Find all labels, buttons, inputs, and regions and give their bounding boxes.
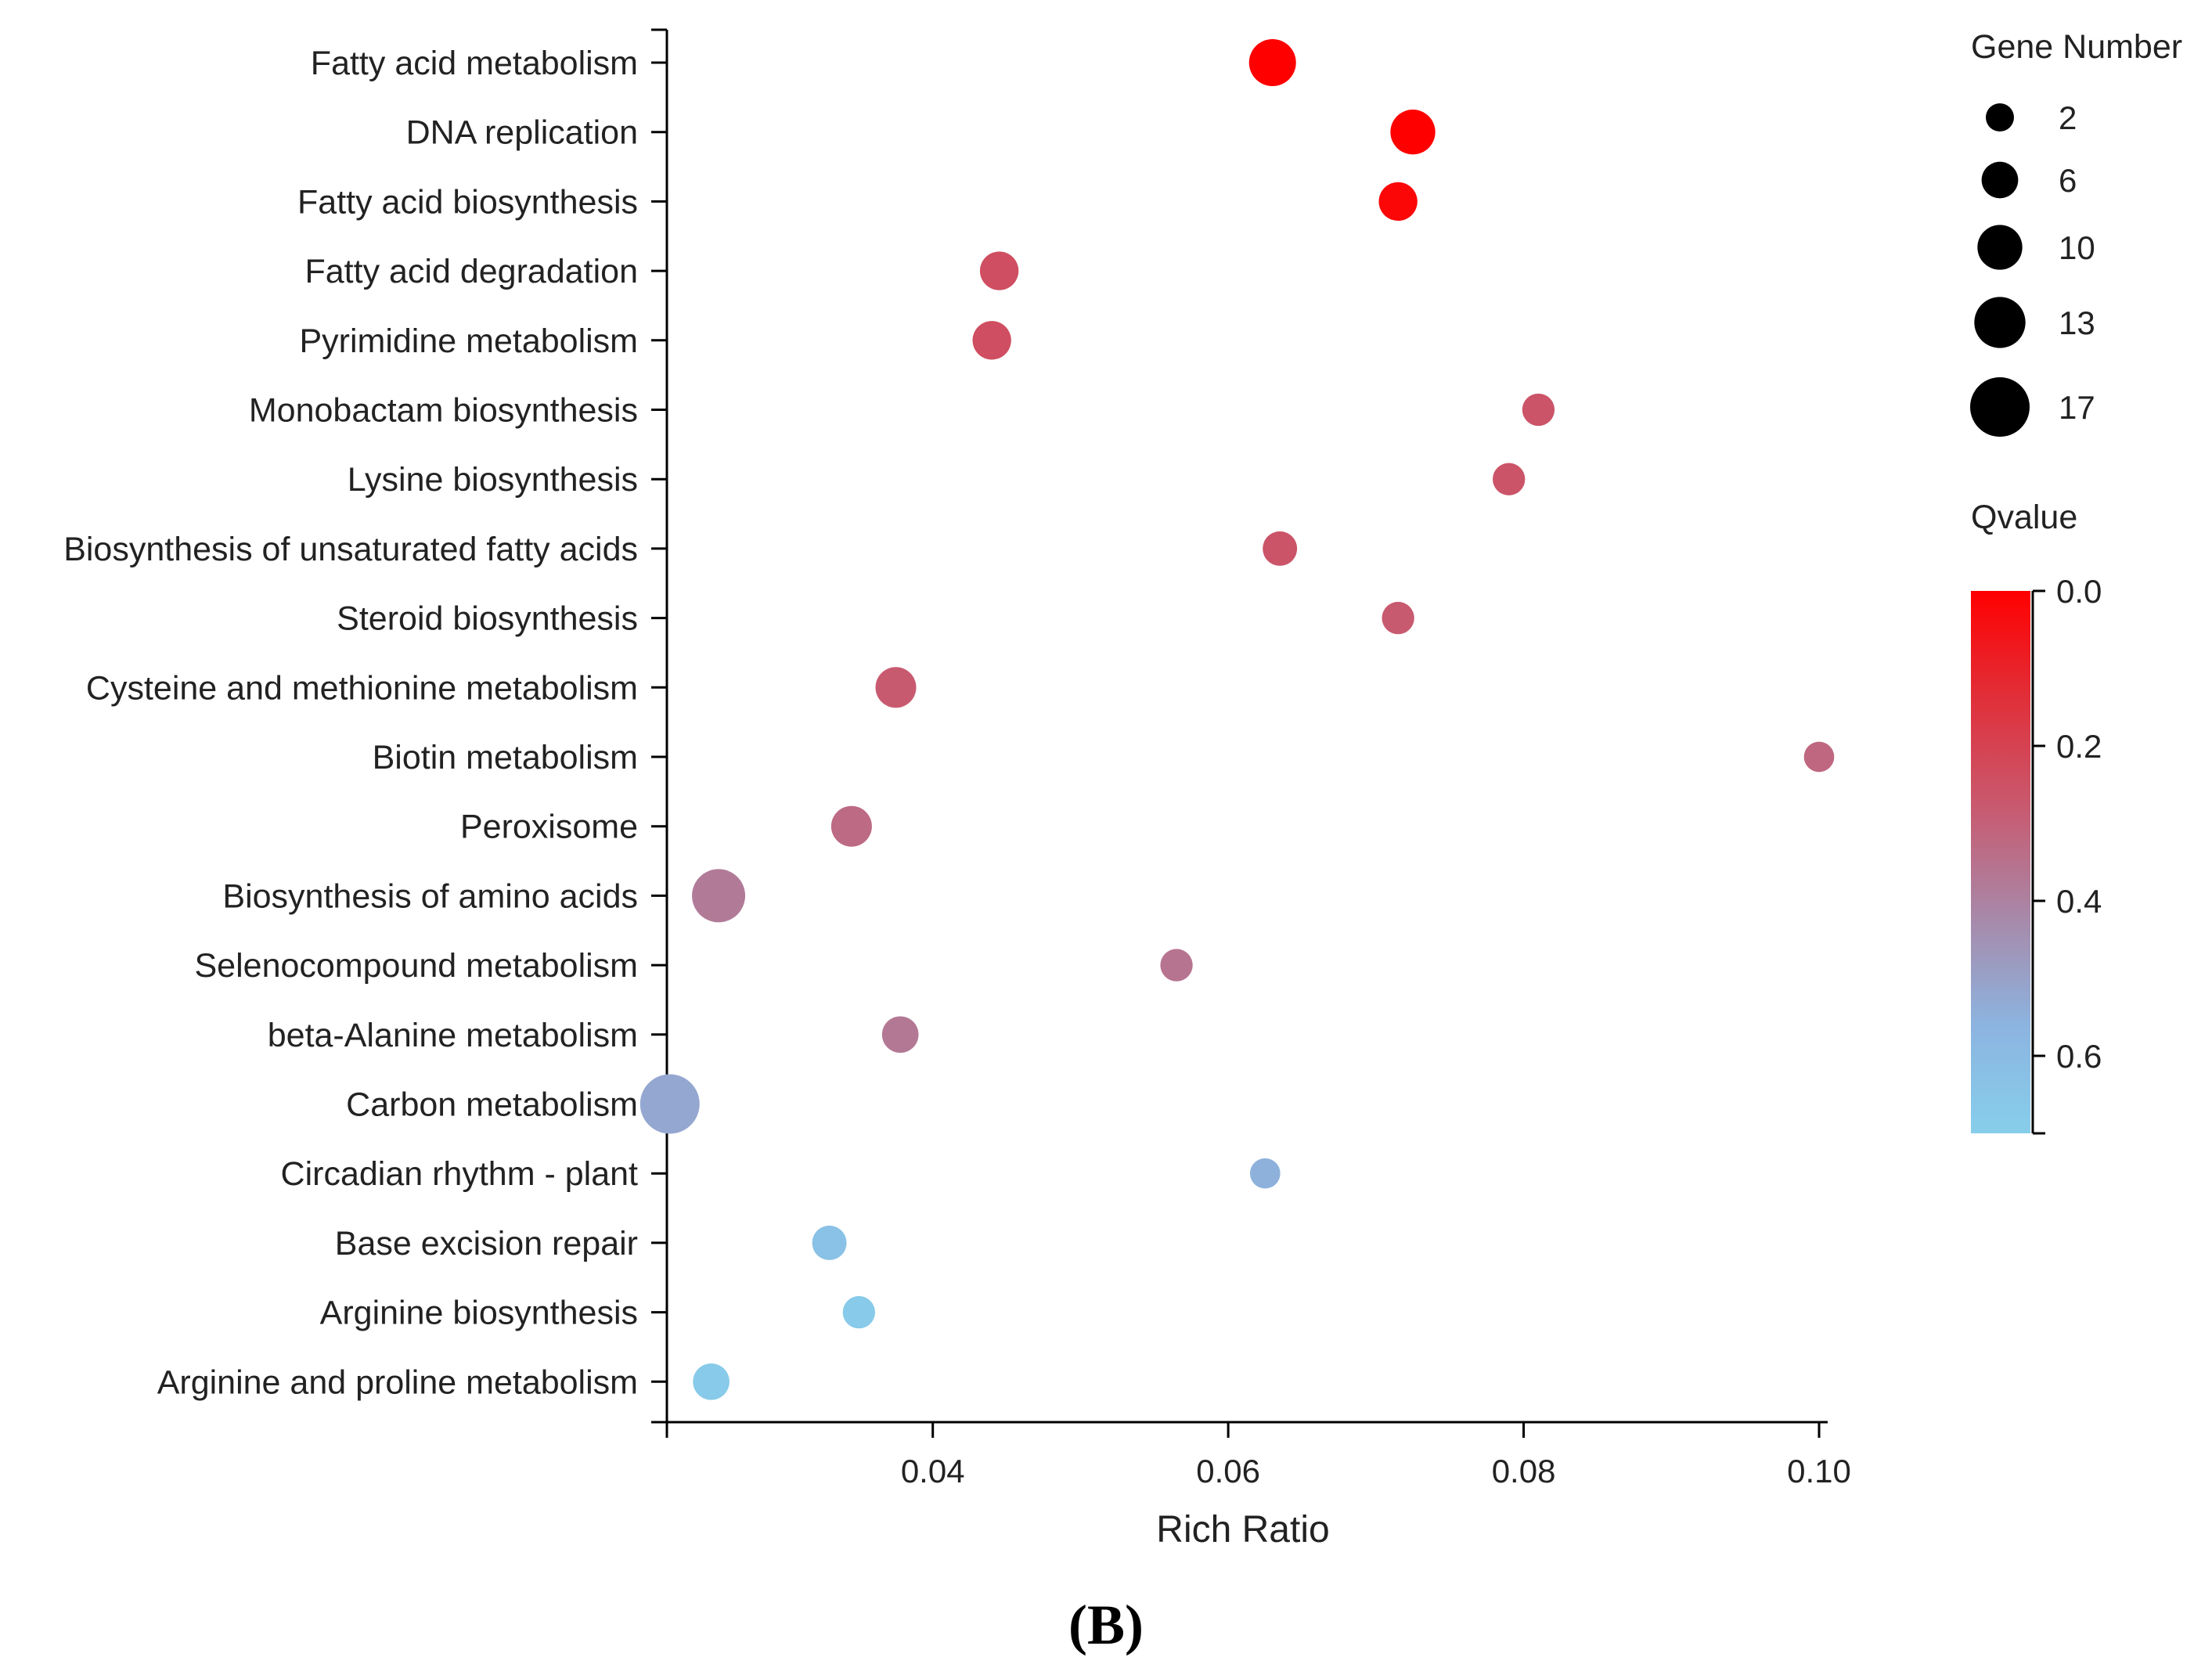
data-point bbox=[972, 321, 1011, 360]
data-point bbox=[1263, 531, 1298, 566]
y-axis-ticks bbox=[651, 61, 667, 1383]
y-tick-label: Carbon metabolism bbox=[346, 1086, 638, 1124]
data-point bbox=[1249, 1158, 1281, 1189]
y-tick-label: Cysteine and methionine metabolism bbox=[86, 669, 638, 707]
data-point bbox=[1382, 601, 1414, 635]
data-point bbox=[1378, 182, 1418, 222]
y-tick-label: Peroxisome bbox=[460, 809, 638, 846]
y-tick-label: Lysine biosynthesis bbox=[348, 461, 638, 499]
x-axis-ticks bbox=[665, 1422, 1821, 1438]
y-tick-label: Fatty acid metabolism bbox=[311, 45, 638, 82]
y-tick-label: Fatty acid biosynthesis bbox=[297, 183, 638, 221]
size-legend-title: Gene Number bbox=[1971, 28, 2182, 66]
data-point bbox=[979, 251, 1019, 290]
color-legend-tick-label: 0.0 bbox=[2056, 573, 2102, 610]
x-axis-title: Rich Ratio bbox=[1156, 1509, 1329, 1551]
data-point bbox=[639, 1074, 700, 1134]
size-legend-swatch bbox=[1977, 225, 2023, 270]
color-legend-tick-label: 0.6 bbox=[2056, 1038, 2102, 1075]
x-tick-label: 0.06 bbox=[1196, 1453, 1260, 1489]
size-legend-swatch bbox=[1974, 297, 2026, 348]
data-point bbox=[692, 869, 746, 923]
x-tick-label: 0.04 bbox=[901, 1453, 965, 1489]
color-legend-tick-label: 0.2 bbox=[2056, 728, 2102, 765]
y-tick-label: DNA replication bbox=[406, 114, 638, 152]
y-tick-label: Biosynthesis of amino acids bbox=[222, 877, 638, 915]
data-point bbox=[693, 1363, 730, 1400]
color-legend-bar bbox=[1971, 591, 2030, 1133]
data-point bbox=[812, 1225, 847, 1260]
y-tick-label: Steroid biosynthesis bbox=[337, 600, 638, 638]
data-point bbox=[1522, 393, 1555, 427]
data-point bbox=[1493, 463, 1526, 495]
data-point bbox=[875, 667, 917, 708]
x-axis-labels: 0.04 0.06 0.08 0.10 bbox=[901, 1453, 1851, 1489]
size-legend-swatch bbox=[1970, 377, 2030, 437]
data-point bbox=[1390, 110, 1436, 155]
size-legend-label: 13 bbox=[2059, 304, 2095, 341]
y-tick-label: Arginine and proline metabolism bbox=[157, 1363, 638, 1401]
data-point bbox=[1248, 39, 1296, 86]
size-legend-label: 10 bbox=[2059, 229, 2095, 266]
data-point bbox=[881, 1016, 919, 1054]
data-points bbox=[639, 39, 1835, 1400]
size-legend-swatch bbox=[1981, 161, 2019, 199]
size-legend-label: 17 bbox=[2059, 389, 2095, 426]
y-tick-label: Fatty acid degradation bbox=[305, 253, 639, 290]
y-tick-label: Biosynthesis of unsaturated fatty acids bbox=[63, 531, 638, 568]
color-legend-title: Qvalue bbox=[1971, 499, 2077, 536]
y-tick-label: beta-Alanine metabolism bbox=[268, 1017, 638, 1054]
y-tick-label: Base excision repair bbox=[335, 1225, 638, 1262]
size-legend-label: 6 bbox=[2059, 162, 2077, 199]
data-point bbox=[1160, 949, 1193, 981]
data-point bbox=[842, 1295, 876, 1329]
size-legend-swatch bbox=[1986, 103, 2014, 131]
x-tick-label: 0.08 bbox=[1492, 1453, 1556, 1489]
panel-label: (B) bbox=[1068, 1594, 1144, 1656]
y-axis-labels: Fatty acid metabolism DNA replication Fatt… bbox=[63, 45, 638, 1401]
color-legend-tick-label: 0.4 bbox=[2056, 883, 2102, 920]
y-tick-label: Arginine biosynthesis bbox=[320, 1295, 638, 1332]
data-point bbox=[1803, 741, 1835, 773]
y-tick-label: Monobactam biosynthesis bbox=[249, 392, 638, 430]
x-tick-label: 0.10 bbox=[1787, 1453, 1851, 1489]
size-legend: 2 6 10 13 17 bbox=[1970, 99, 2095, 437]
y-tick-label: Selenocompound metabolism bbox=[195, 947, 639, 985]
color-legend-ticks: 0.0 0.2 0.4 0.6 bbox=[2033, 573, 2102, 1075]
y-tick-label: Biotin metabolism bbox=[373, 739, 638, 776]
y-tick-label: Pyrimidine metabolism bbox=[299, 322, 638, 360]
y-tick-label: Circadian rhythm - plant bbox=[281, 1155, 639, 1193]
data-point bbox=[830, 805, 872, 847]
size-legend-label: 2 bbox=[2059, 99, 2077, 136]
